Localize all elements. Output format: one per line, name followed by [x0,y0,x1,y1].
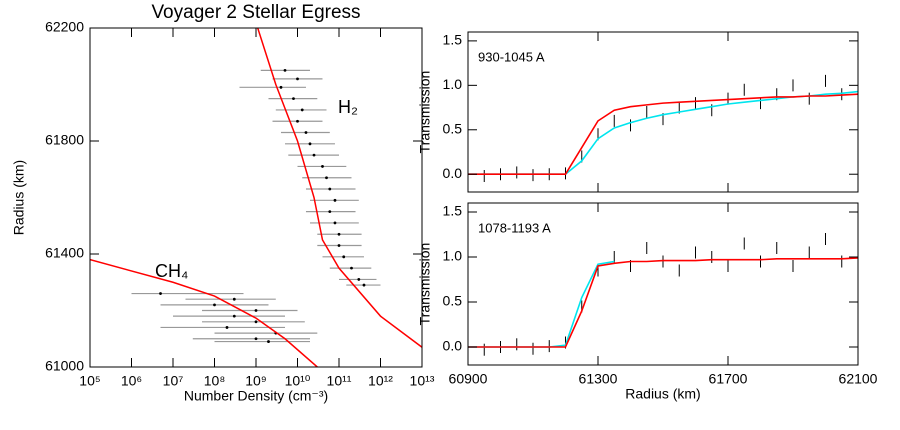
y-tick-label: 1.0 [443,248,463,264]
data-point [325,176,328,180]
x-axis-label: Number Density (cm⁻³) [184,388,328,404]
data-point [304,131,308,134]
data-point [342,255,346,259]
x-tick-label: 10⁸ [204,373,226,389]
y-tick-label: 62200 [45,19,84,35]
y-tick-label: 0.5 [443,293,463,309]
x-tick-label: 10⁵ [79,373,100,389]
data-point [350,266,353,270]
x-tick-label: 10¹⁰ [285,373,311,389]
data-point [254,337,258,341]
plot-frame [89,27,423,368]
x-tick-label: 10¹² [368,373,393,389]
y-tick-label: 61400 [45,245,84,261]
x-tick-label: 10¹¹ [327,373,352,389]
y-tick-label: 0.0 [443,165,463,181]
data-point [232,297,236,301]
y-axis-label: Radius (km) [11,160,27,235]
series-line [468,260,615,348]
x-tick-label: 10⁶ [121,373,142,389]
data-point [321,165,324,168]
plot-area [468,233,858,356]
data-point [283,68,287,72]
plot-frame [467,31,859,193]
data-point [328,187,332,191]
panel: 1078-1193 A 0.0 0.5 1.0 1.5 60900 61300 61700 62… [417,202,878,402]
model-line [257,28,422,348]
data-point [300,108,304,112]
annotation: 1078-1193 A [478,220,551,235]
data-point [254,309,258,312]
y-tick-label: 0.0 [443,338,463,354]
y-tick-label: 1.0 [443,76,463,92]
x-tick-label: 61700 [709,371,748,387]
x-tick-label: 61300 [579,371,618,387]
data-point [267,340,270,343]
series-line [468,93,858,176]
y-axis-label: Transmission [417,71,433,154]
x-tick-label: 10¹³ [410,373,435,389]
model-line [90,258,318,367]
x-tick-label: 62100 [839,371,878,387]
data-point [296,119,299,123]
data-point [232,314,236,318]
x-axis-label: Radius (km) [625,386,700,402]
y-tick-label: 61800 [45,132,84,148]
y-tick-label: 0.5 [443,120,463,136]
x-tick-label: 60900 [449,371,488,387]
plot-area [90,28,422,367]
data-point [296,77,299,81]
x-tick-label: 10⁹ [245,373,267,389]
y-tick-label: 61000 [45,358,84,374]
data-point [328,210,332,214]
data-point [337,232,341,236]
series-line [468,257,858,348]
data-point [225,326,229,329]
series-label: CH₄ [155,261,188,281]
data-point [308,142,312,146]
data-point [333,221,337,225]
y-tick-label: 1.5 [443,203,463,219]
data-point [312,153,316,157]
x-tick-label: 10⁷ [163,373,184,389]
data-point [254,320,258,324]
chart-title: Voyager 2 Stellar Egress [151,2,360,23]
data-point [337,244,341,247]
data-point [159,292,162,295]
panel: 930-1045 A 0.0 0.5 1.0 1.5 Transmission [417,31,859,193]
series-line [468,90,858,176]
data-point [357,278,361,281]
plot-area [468,74,858,182]
y-axis-label: Transmission [417,243,433,326]
data-point [362,283,366,287]
data-point [279,85,283,89]
data-point [213,303,216,307]
panel: Voyager 2 Stellar Egress 61000 61400 61800 6… [11,2,435,404]
plot-frame [467,202,859,366]
series-label: H₂ [338,97,358,117]
data-point [292,97,295,101]
annotation: 930-1045 A [478,49,545,64]
data-point [333,198,337,202]
y-tick-label: 1.5 [443,32,463,48]
